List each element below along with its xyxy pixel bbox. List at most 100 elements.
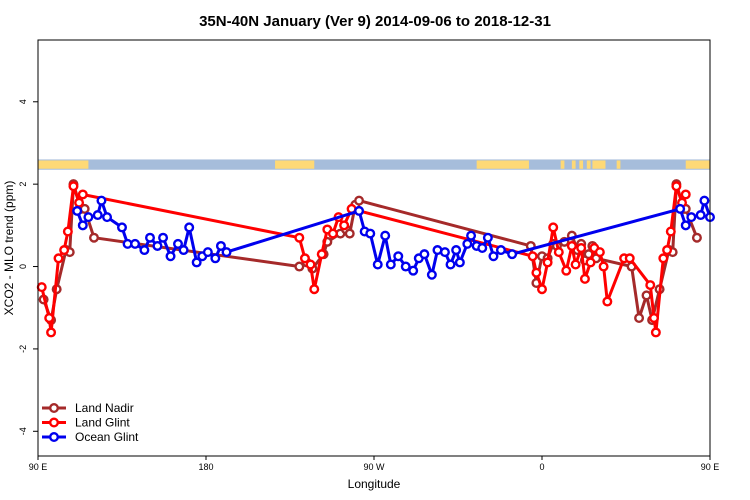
- ocean-glint-point: [393, 251, 404, 262]
- legend-swatch-marker: [49, 432, 60, 443]
- land-nadir-point: [88, 232, 99, 243]
- legend-item-ocean-glint: Ocean Glint: [42, 430, 139, 444]
- ocean-glint-point: [454, 257, 465, 268]
- legend-item-land-glint: Land Glint: [42, 416, 130, 430]
- legend-label: Land Glint: [75, 416, 130, 430]
- ocean-glint-point: [365, 228, 376, 239]
- land-glint-point: [299, 253, 310, 264]
- land-glint-point: [339, 220, 350, 231]
- x-tick-label: 90 E: [29, 462, 48, 472]
- ocean-glint-point: [507, 249, 518, 260]
- land-glint-point: [68, 181, 79, 192]
- land-glint-point: [650, 327, 661, 338]
- legend-item-land-nadir: Land Nadir: [42, 401, 134, 415]
- ocean-glint-point: [680, 220, 691, 231]
- land-band-segment: [476, 160, 529, 169]
- land-band-segment: [592, 160, 606, 169]
- land-glint-point: [309, 284, 320, 295]
- land-glint-point: [542, 257, 553, 268]
- land-glint-point: [527, 251, 538, 262]
- land-glint-point: [531, 267, 542, 278]
- ocean-glint-point: [152, 240, 163, 251]
- y-axis: -4 -2 0 2 4: [18, 99, 38, 435]
- land-band-segment: [571, 160, 576, 169]
- ocean-glint-point: [165, 251, 176, 262]
- ocean-glint-point: [144, 232, 155, 243]
- land-glint-point: [316, 249, 327, 260]
- ocean-band: [38, 159, 710, 170]
- y-axis-label: XCO2 - MLO trend (ppm): [2, 181, 16, 316]
- land-glint-point: [553, 247, 564, 258]
- ocean-glint-point: [184, 222, 195, 233]
- ocean-glint-point: [83, 212, 94, 223]
- chart-title: 35N-40N January (Ver 9) 2014-09-06 to 20…: [199, 13, 551, 30]
- ocean-glint-point: [445, 259, 456, 270]
- land-glint-point: [548, 222, 559, 233]
- ocean-glint-point: [372, 259, 383, 270]
- ocean-glint-point: [400, 261, 411, 272]
- ocean-glint-point: [172, 238, 183, 249]
- ocean-glint-point: [380, 230, 391, 241]
- ocean-glint-point: [72, 205, 83, 216]
- x-axis: 90 E 180 90 W 0 90 E: [29, 456, 720, 472]
- y-tick-label: -2: [18, 345, 28, 353]
- land-glint-point: [570, 259, 581, 270]
- land-glint-point: [294, 232, 305, 243]
- ocean-glint-series: [72, 195, 716, 280]
- ocean-glint-point: [466, 230, 477, 241]
- legend-label: Land Nadir: [75, 401, 134, 415]
- legend-swatch-marker: [49, 417, 60, 428]
- land-band-segment: [275, 160, 315, 169]
- ocean-glint-point: [426, 269, 437, 280]
- ocean-glint-point: [495, 245, 506, 256]
- ocean-glint-point: [130, 238, 141, 249]
- land-nadir-point: [634, 313, 645, 324]
- ocean-glint-point: [77, 220, 88, 231]
- series-layer: [36, 179, 716, 338]
- land-glint-point: [662, 245, 673, 256]
- land-band-segment: [616, 160, 621, 169]
- land-glint-point: [305, 259, 316, 270]
- land-glint-point: [53, 253, 64, 264]
- ocean-glint-point: [354, 205, 365, 216]
- ocean-glint-point: [116, 222, 127, 233]
- land-band-segment: [38, 160, 89, 169]
- land-glint-point: [585, 257, 596, 268]
- land-nadir-point: [691, 232, 702, 243]
- x-tick-label: 0: [539, 462, 544, 472]
- y-tick-label: -4: [18, 427, 28, 435]
- y-tick-label: 0: [18, 264, 28, 269]
- ocean-glint-point: [385, 259, 396, 270]
- land-nadir-point: [294, 261, 305, 272]
- land-glint-point: [537, 284, 548, 295]
- ocean-glint-point: [102, 212, 113, 223]
- ocean-glint-point: [695, 210, 706, 221]
- legend-swatch-marker: [49, 403, 60, 414]
- land-band-segment: [560, 160, 565, 169]
- x-tick-label: 90 E: [701, 462, 720, 472]
- ocean-glint-point: [451, 245, 462, 256]
- land-glint-point: [602, 296, 613, 307]
- land-glint-point: [579, 273, 590, 284]
- land-glint-point: [44, 313, 55, 324]
- land-glint-point: [74, 197, 85, 208]
- ocean-glint-point: [92, 210, 103, 221]
- land-glint-point: [77, 189, 88, 200]
- ocean-glint-point: [408, 265, 419, 276]
- land-glint-point: [36, 282, 47, 293]
- land-glint-series: [36, 181, 691, 338]
- land-glint-point: [665, 226, 676, 237]
- land-glint-point: [658, 253, 669, 264]
- x-tick-label: 180: [198, 462, 213, 472]
- land-glint-point: [327, 228, 338, 239]
- land-glint-point: [645, 280, 656, 291]
- ocean-glint-point: [178, 245, 189, 256]
- land-glint-point: [576, 242, 587, 253]
- ocean-glint-point: [96, 195, 107, 206]
- ocean-glint-point: [202, 247, 213, 258]
- ocean-glint-point: [686, 212, 697, 223]
- ocean-glint-point: [139, 245, 150, 256]
- ocean-glint-point: [482, 232, 493, 243]
